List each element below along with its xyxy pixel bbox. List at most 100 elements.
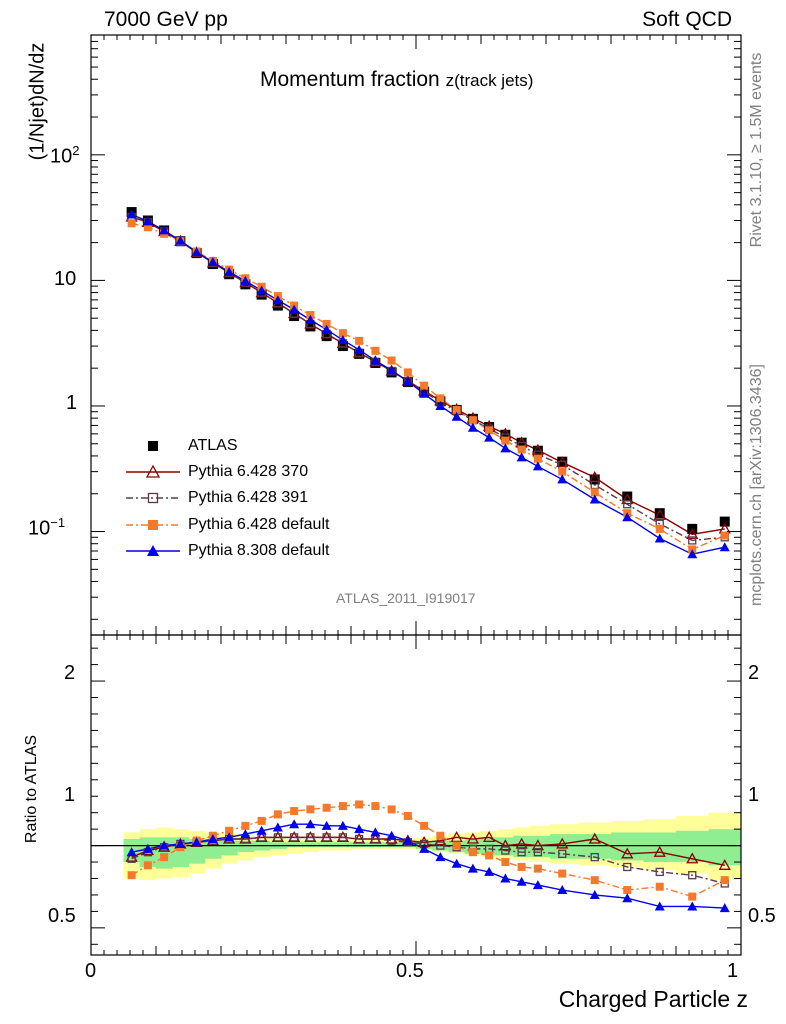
data-point: [419, 388, 430, 398]
ratio-data-point: [517, 848, 526, 857]
ratio-data-point: [225, 826, 234, 835]
legend-label: Pythia 8.308 default: [188, 542, 330, 559]
data-point: [370, 355, 381, 365]
ratio-data-point: [434, 834, 447, 846]
ratio-data-point: [240, 829, 251, 839]
ratio-data-point: [241, 821, 250, 830]
data-point: [720, 531, 729, 540]
data-point: [337, 335, 348, 345]
uncertainty-band-inner: [676, 830, 709, 863]
analysis-watermark: ATLAS_2011_I919017: [336, 590, 476, 606]
ratio-data-point: [623, 886, 632, 895]
data-point: [589, 474, 600, 485]
data-point: [402, 376, 413, 386]
data-point: [451, 411, 462, 421]
ratio-data-point: [191, 837, 202, 847]
data-point: [533, 454, 542, 463]
ratio-data-point: [337, 820, 348, 830]
ratio-data-point: [483, 831, 496, 843]
ratio-data-point: [533, 864, 542, 873]
data-point: [653, 508, 666, 520]
series-line: [131, 216, 725, 536]
data-point: [501, 436, 510, 445]
ratio-data-point: [485, 851, 494, 860]
ratio-data-point: [655, 867, 664, 877]
y-tick-label-ratio-right: 0.5: [748, 905, 776, 927]
data-point: [719, 516, 730, 527]
ratio-data-point: [719, 903, 730, 913]
ratio-data-point: [322, 803, 331, 812]
y-tick-label-main: 102: [50, 143, 80, 168]
legend-label: ATLAS: [188, 437, 238, 454]
ratio-data-point: [257, 816, 266, 825]
ratio-data-point: [143, 861, 152, 870]
data-point: [517, 445, 526, 454]
ratio-data-point: [515, 837, 528, 849]
chart-title-main: Momentum fraction: [260, 68, 440, 91]
data-point: [532, 461, 543, 471]
data-point: [321, 331, 332, 342]
data-point: [687, 549, 698, 559]
ratio-data-point: [655, 882, 664, 891]
data-point: [371, 346, 380, 355]
ratio-data-point: [256, 825, 267, 835]
legend-marker: [148, 520, 158, 530]
ratio-data-point: [387, 805, 396, 814]
data-point: [688, 536, 697, 545]
data-point: [485, 426, 494, 435]
data-point: [468, 416, 477, 425]
ratio-data-point: [557, 885, 568, 895]
x-tick-label: 0: [85, 960, 97, 982]
ratio-data-point: [588, 832, 601, 844]
ratio-data-point: [452, 841, 461, 850]
ratio-data-point: [420, 821, 429, 830]
side-label-mcplots: mcplots.cern.ch [arXiv:1306.3436]: [748, 364, 765, 606]
data-point: [686, 527, 699, 539]
data-point: [436, 394, 445, 403]
ratio-data-point: [623, 862, 632, 872]
ratio-data-point: [484, 866, 495, 876]
ratio-data-point: [532, 880, 543, 890]
data-point: [500, 443, 511, 453]
ratio-data-point: [654, 901, 665, 911]
ratio-data-point: [688, 871, 697, 880]
y-tick-label-ratio-right: 2: [748, 662, 760, 684]
data-point: [719, 542, 730, 552]
ratio-data-point: [386, 830, 397, 840]
ratio-data-point: [321, 820, 332, 830]
ratio-data-point: [558, 869, 567, 878]
ratio-data-point: [436, 831, 445, 840]
uncertainty-band-inner: [367, 842, 384, 848]
data-point: [420, 381, 429, 390]
y-tick-label-main: 10: [54, 268, 77, 290]
uncertainty-band-inner: [318, 842, 336, 848]
data-point: [655, 524, 664, 533]
ratio-data-point: [160, 853, 169, 862]
ratio-data-point: [355, 800, 364, 809]
data-point: [623, 500, 632, 509]
ratio-data-point: [402, 835, 413, 845]
x-axis-label: Charged Particle z: [558, 986, 748, 1012]
data-point: [321, 324, 332, 334]
legend-label: Pythia 6.428 default: [188, 516, 330, 533]
ratio-data-point: [273, 810, 282, 819]
uncertainty-band-inner: [237, 840, 254, 853]
legend-label: Pythia 6.428 370: [188, 463, 309, 480]
x-tick-label: 0.5: [396, 960, 424, 982]
data-point: [224, 266, 235, 276]
ratio-data-point: [687, 901, 698, 911]
y-tick-label-ratio: 1: [64, 784, 76, 806]
data-point: [338, 329, 347, 338]
ratio-data-point: [354, 834, 364, 844]
data-point: [387, 356, 396, 365]
data-point: [403, 368, 412, 377]
ratio-data-point: [499, 839, 512, 851]
data-point: [621, 493, 634, 505]
uncertainty-band-inner: [351, 842, 368, 848]
ratio-data-point: [224, 832, 235, 842]
ratio-panel-frame: [90, 634, 742, 956]
data-point: [240, 275, 251, 285]
uncertainty-band-inner: [286, 842, 303, 848]
data-point: [289, 304, 300, 314]
ratio-data-point: [403, 811, 412, 820]
